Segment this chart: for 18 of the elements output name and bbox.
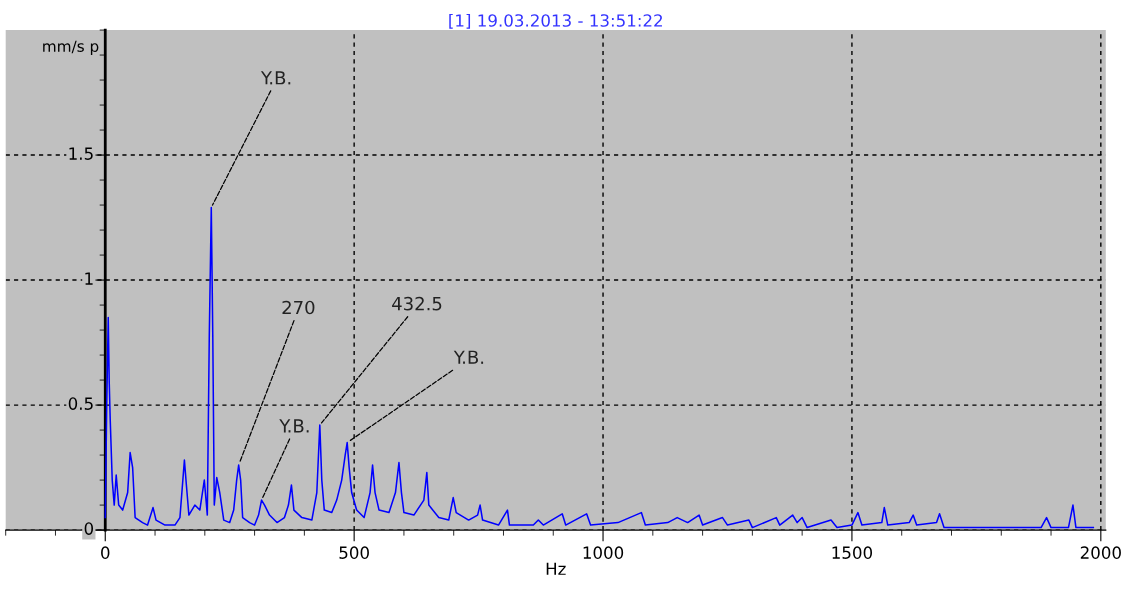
x-tick-label: 1000 bbox=[583, 546, 624, 559]
x-tick-label: 1500 bbox=[832, 546, 873, 559]
chart-title: [1] 19.03.2013 - 13:51:22 bbox=[449, 13, 662, 29]
x-axis-title: Hz bbox=[546, 562, 566, 575]
x-tick-label: 0 bbox=[101, 546, 110, 559]
y-axis-title: mm/s p bbox=[43, 40, 99, 55]
line-series bbox=[104, 206, 1095, 529]
annotation: Y.B. bbox=[260, 71, 291, 85]
annotation: 432.5 bbox=[392, 296, 442, 311]
y-tick-label: 0.5 bbox=[68, 397, 93, 410]
y-tick-label: 1 bbox=[85, 272, 93, 285]
annotation: Y.B. bbox=[279, 419, 309, 433]
x-tick-label: 500 bbox=[339, 546, 369, 559]
y-tick-label: 1.5 bbox=[69, 147, 93, 160]
annotation: 270 bbox=[282, 300, 315, 315]
annotation: Y.B. bbox=[453, 350, 484, 364]
x-tick-label: 2000 bbox=[1080, 546, 1121, 559]
y-tick-label: 0 bbox=[84, 522, 94, 535]
